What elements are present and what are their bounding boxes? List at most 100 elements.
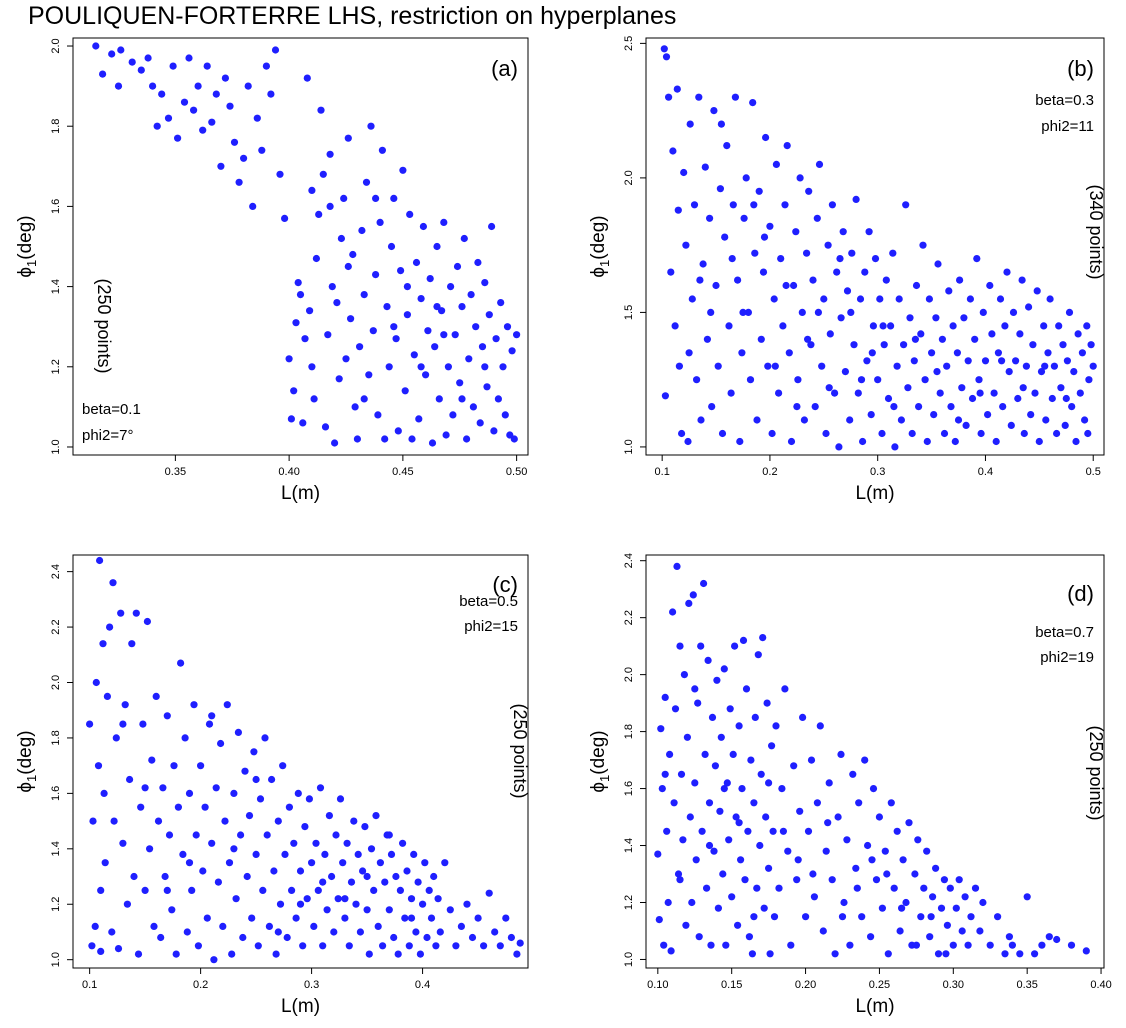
data-point bbox=[824, 241, 832, 249]
data-point bbox=[711, 762, 720, 770]
data-point bbox=[392, 872, 400, 881]
data-point bbox=[765, 864, 773, 872]
data-point bbox=[362, 178, 371, 186]
beta-annotation: beta=0.3 bbox=[1035, 92, 1094, 109]
data-point bbox=[676, 642, 684, 650]
data-point bbox=[744, 308, 753, 316]
data-point bbox=[741, 876, 749, 884]
data-point bbox=[376, 218, 384, 226]
data-point bbox=[303, 895, 311, 903]
data-point bbox=[319, 170, 327, 178]
data-points bbox=[86, 556, 524, 964]
data-point bbox=[157, 933, 165, 942]
data-point bbox=[185, 789, 194, 798]
data-point bbox=[1031, 950, 1039, 958]
data-point bbox=[857, 376, 866, 384]
x-tick-label: 0.2 bbox=[193, 979, 208, 991]
data-point bbox=[954, 416, 963, 424]
data-point bbox=[695, 933, 703, 941]
data-point bbox=[955, 876, 963, 884]
data-point bbox=[301, 823, 309, 831]
x-tick-label: 0.3 bbox=[870, 466, 885, 478]
scatter-panel-1: 0.35 0.40 0.45 0.50 1.0 1.2 1.4 1.6 1.8 2.0 L(m) ϕ1… bbox=[15, 37, 529, 504]
data-point bbox=[1016, 950, 1024, 958]
data-point bbox=[190, 701, 198, 709]
data-point bbox=[707, 308, 715, 316]
data-point bbox=[766, 950, 774, 958]
x-tick-label: 0.30 bbox=[943, 979, 964, 991]
data-point bbox=[879, 322, 887, 330]
data-point bbox=[973, 255, 981, 263]
y-tick-label: 1.8 bbox=[50, 730, 62, 745]
data-point bbox=[137, 803, 145, 811]
data-point bbox=[108, 50, 116, 58]
data-point bbox=[290, 839, 298, 847]
data-point bbox=[367, 122, 375, 130]
data-point bbox=[165, 831, 174, 839]
data-point bbox=[97, 886, 105, 895]
data-point bbox=[405, 942, 413, 950]
data-point bbox=[742, 685, 751, 693]
data-point bbox=[912, 281, 921, 290]
data-point bbox=[700, 579, 708, 588]
data-point bbox=[183, 928, 191, 936]
data-point bbox=[419, 222, 427, 231]
data-point bbox=[199, 867, 207, 875]
data-point bbox=[893, 827, 901, 835]
data-point bbox=[335, 375, 343, 383]
data-point bbox=[661, 770, 669, 778]
data-point bbox=[755, 187, 763, 195]
data-point bbox=[841, 368, 850, 376]
data-point bbox=[194, 942, 202, 950]
data-point bbox=[699, 260, 707, 268]
data-point bbox=[374, 922, 382, 931]
data-point bbox=[728, 893, 736, 901]
data-point bbox=[915, 403, 923, 411]
data-point bbox=[490, 427, 498, 435]
data-point bbox=[704, 656, 712, 665]
data-point bbox=[750, 913, 758, 921]
data-point bbox=[267, 90, 275, 98]
data-point bbox=[946, 884, 954, 892]
data-point bbox=[349, 250, 357, 259]
data-point bbox=[890, 403, 898, 411]
data-point bbox=[781, 201, 789, 209]
data-point bbox=[170, 762, 178, 770]
data-point bbox=[703, 335, 712, 343]
data-point bbox=[976, 389, 984, 397]
phi2-annotation: phi2=19 bbox=[1040, 649, 1094, 666]
data-point bbox=[734, 276, 742, 284]
data-point bbox=[358, 226, 366, 235]
data-point bbox=[878, 429, 886, 438]
data-point bbox=[861, 756, 869, 764]
panel-label: (b) bbox=[1067, 56, 1094, 81]
data-point bbox=[748, 950, 757, 958]
data-point bbox=[128, 58, 136, 66]
data-point bbox=[325, 812, 333, 820]
data-point bbox=[119, 720, 127, 728]
data-point bbox=[831, 389, 839, 397]
x-tick-label: 0.35 bbox=[165, 466, 186, 478]
y-tick-label: 1.4 bbox=[623, 838, 635, 853]
data-point bbox=[721, 233, 729, 241]
data-point bbox=[747, 756, 755, 764]
data-point bbox=[759, 634, 767, 642]
data-point bbox=[984, 411, 992, 419]
data-point bbox=[708, 713, 717, 722]
y-tick-label: 1.0 bbox=[50, 439, 62, 454]
data-point bbox=[818, 362, 826, 370]
data-point bbox=[361, 823, 369, 831]
data-point bbox=[426, 275, 434, 283]
data-point bbox=[664, 898, 672, 907]
data-point bbox=[1038, 941, 1046, 949]
data-point bbox=[492, 335, 500, 343]
data-point bbox=[1007, 421, 1015, 429]
data-point bbox=[824, 819, 832, 827]
data-point bbox=[244, 82, 252, 90]
data-point bbox=[179, 850, 187, 859]
data-point bbox=[826, 330, 834, 338]
data-point bbox=[143, 617, 151, 626]
data-point bbox=[347, 315, 355, 323]
panel-label: (c) bbox=[492, 572, 518, 597]
data-point bbox=[760, 233, 769, 241]
